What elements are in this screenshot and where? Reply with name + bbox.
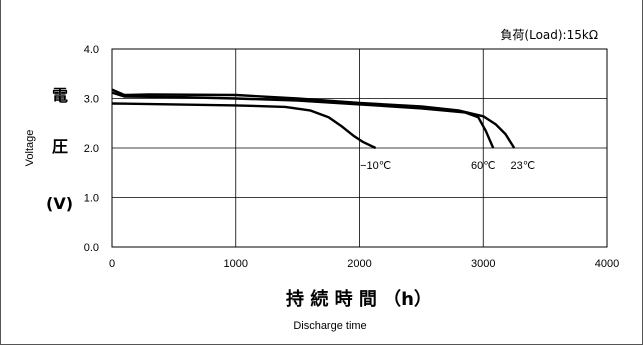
series-line	[111, 91, 495, 149]
series-annotation: 23℃	[511, 160, 536, 172]
y-tick-label: 4.0	[84, 44, 99, 56]
y-tick-label: 1.0	[84, 193, 99, 205]
series-lines	[111, 88, 516, 150]
series-annotations: −10℃ 60℃ 23℃	[360, 160, 535, 172]
y-tick-label: 0.0	[84, 242, 99, 254]
ylabel-jp-3: (V)	[46, 194, 73, 213]
series-line	[111, 88, 516, 149]
y-tick-labels: 0.0 1.0 2.0 3.0 4.0	[84, 44, 99, 254]
x-tick-label: 2000	[347, 258, 371, 270]
plot-area	[111, 48, 608, 248]
x-tick-label: 4000	[595, 258, 619, 270]
x-tick-label: 1000	[224, 258, 248, 270]
y-tick-label: 2.0	[84, 143, 99, 155]
y-tick-label: 3.0	[84, 94, 99, 106]
x-tick-label: 3000	[471, 258, 495, 270]
xlabel-jp: 持 続 時 間 （h）	[286, 288, 432, 310]
x-tick-labels: 0 1000 2000 3000 4000	[109, 258, 619, 270]
ylabel-en: Voltage	[24, 130, 36, 167]
grid	[112, 49, 607, 247]
xlabel-en: Discharge time	[293, 320, 366, 332]
series-annotation: −10℃	[360, 160, 391, 172]
load-note: 負荷(Load):15kΩ	[500, 28, 598, 42]
ylabel-jp-2: 圧	[52, 137, 68, 156]
series-annotation: 60℃	[471, 160, 496, 172]
series-line	[111, 102, 377, 150]
x-tick-label: 0	[109, 258, 115, 270]
ylabel-jp-1: 電	[52, 86, 68, 105]
